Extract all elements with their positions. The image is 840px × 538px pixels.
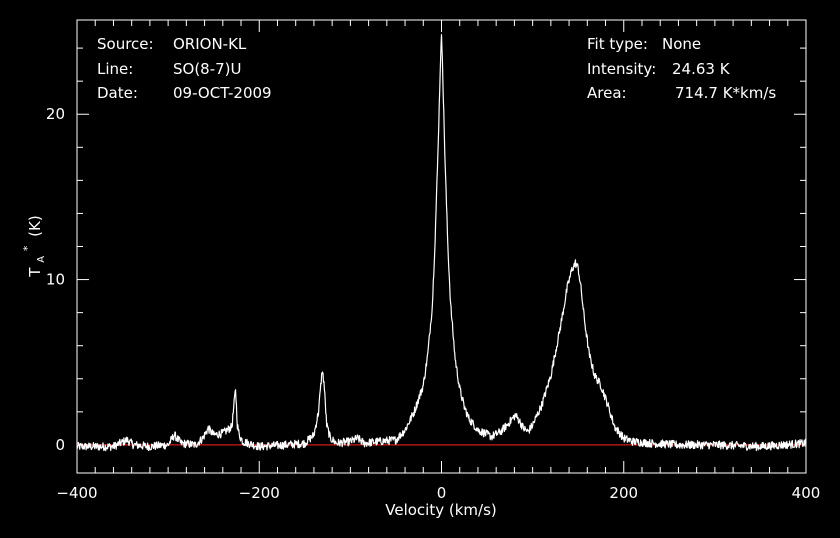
y-axis-label: T A * (K): [17, 215, 48, 277]
info-right-label-0: Fit type:: [587, 35, 648, 53]
info-right-value-2: 714.7 K*km/s: [675, 84, 776, 102]
axis-tick-labels: −400 −200 0 200 400 0 10 20: [46, 105, 820, 502]
info-left-value-2: 09-OCT-2009: [173, 84, 272, 102]
info-right-label-2: Area:: [587, 84, 627, 102]
info-right-label-1: Intensity:: [587, 60, 656, 78]
x-axis-label: Velocity (km/s): [385, 501, 496, 519]
info-right-value-1: 24.63 K: [672, 60, 731, 78]
info-right-value-0: None: [662, 35, 701, 53]
info-left-value-0: ORION-KL: [173, 35, 247, 53]
y-axis-label-main: T: [26, 267, 44, 278]
y-axis-label-sup: *: [21, 245, 34, 251]
x-tick-label: 200: [609, 484, 638, 502]
info-panel-left: Source: ORION-KL Line: SO(8-7)U Date: 09…: [97, 35, 272, 102]
info-left-label-1: Line:: [97, 60, 133, 78]
info-left-label-0: Source:: [97, 35, 154, 53]
y-tick-label: 10: [46, 271, 65, 289]
y-tick-label: 20: [46, 105, 65, 123]
x-tick-label: −200: [239, 484, 280, 502]
info-left-label-2: Date:: [97, 84, 138, 102]
x-tick-label: 400: [792, 484, 821, 502]
y-axis-label-sub: A: [36, 256, 47, 263]
x-tick-label: −400: [56, 484, 97, 502]
y-axis-label-unit: (K): [26, 215, 44, 237]
x-tick-label: 0: [437, 484, 447, 502]
y-tick-label: 0: [55, 436, 65, 454]
info-panel-right: Fit type: None Intensity: 24.63 K Area: …: [587, 35, 776, 102]
spectrum-line: [76, 34, 807, 452]
svg-text:T A * (K): T A * (K): [17, 215, 48, 277]
info-left-value-1: SO(8-7)U: [173, 60, 242, 78]
